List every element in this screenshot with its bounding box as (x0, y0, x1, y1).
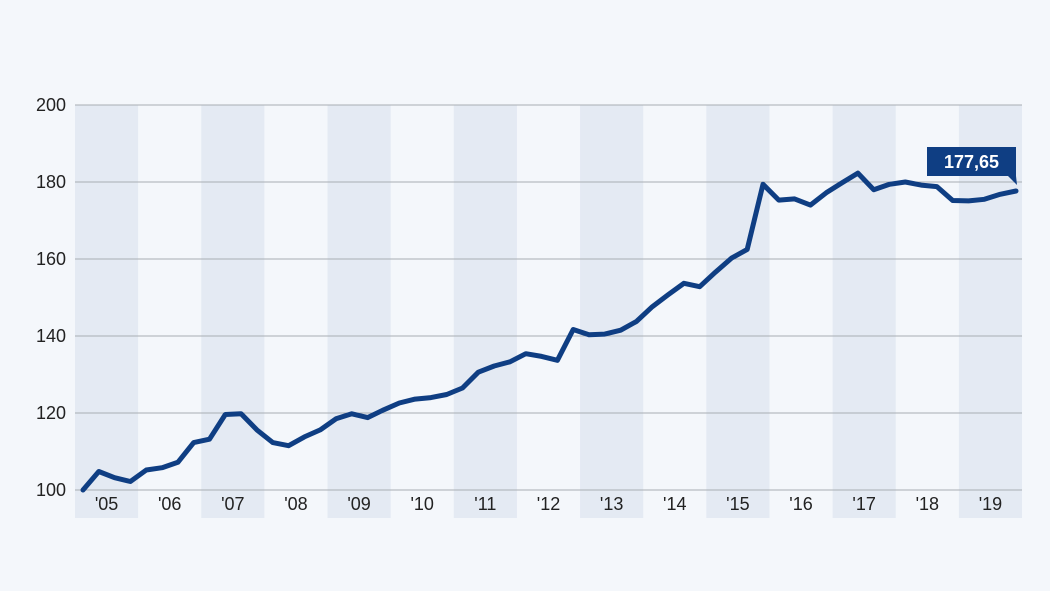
y-tick-label: 120 (36, 403, 66, 423)
y-tick-label: 100 (36, 480, 66, 500)
x-tick-label: '13 (600, 494, 623, 514)
x-tick-label: '06 (158, 494, 181, 514)
year-band (453, 105, 517, 518)
year-band (201, 105, 265, 518)
x-axis-ticks: '05 '06 '07 '08 '09 '10 '11 '12 '13 '14 '15 '16 '17 '… (95, 494, 1002, 514)
x-tick-label: '08 (284, 494, 307, 514)
x-tick-label: '10 (410, 494, 433, 514)
y-tick-label: 200 (36, 95, 66, 115)
x-tick-label: '17 (852, 494, 875, 514)
x-tick-label: '18 (916, 494, 939, 514)
year-band (327, 105, 391, 518)
year-band (832, 105, 896, 518)
y-tick-label: 180 (36, 172, 66, 192)
series-line (80, 170, 1019, 493)
x-tick-label: '19 (979, 494, 1002, 514)
x-tick-label: '12 (537, 494, 560, 514)
year-bands (75, 105, 1022, 518)
last-value-label: 177,65 (944, 152, 999, 172)
last-value-badge: 177,65 (927, 147, 1017, 186)
x-tick-label: '14 (663, 494, 686, 514)
year-band (706, 105, 770, 518)
x-tick-label: '09 (347, 494, 370, 514)
x-tick-label: '16 (789, 494, 812, 514)
x-tick-label: '07 (221, 494, 244, 514)
y-tick-label: 160 (36, 249, 66, 269)
year-band (580, 105, 644, 518)
year-band (75, 105, 139, 518)
y-tick-label: 140 (36, 326, 66, 346)
x-tick-label: '15 (726, 494, 749, 514)
y-axis-ticks: 100 120 140 160 180 200 (36, 95, 66, 500)
badge-shape (927, 147, 1017, 186)
x-tick-label: '11 (474, 494, 496, 514)
x-tick-label: '05 (95, 494, 118, 514)
